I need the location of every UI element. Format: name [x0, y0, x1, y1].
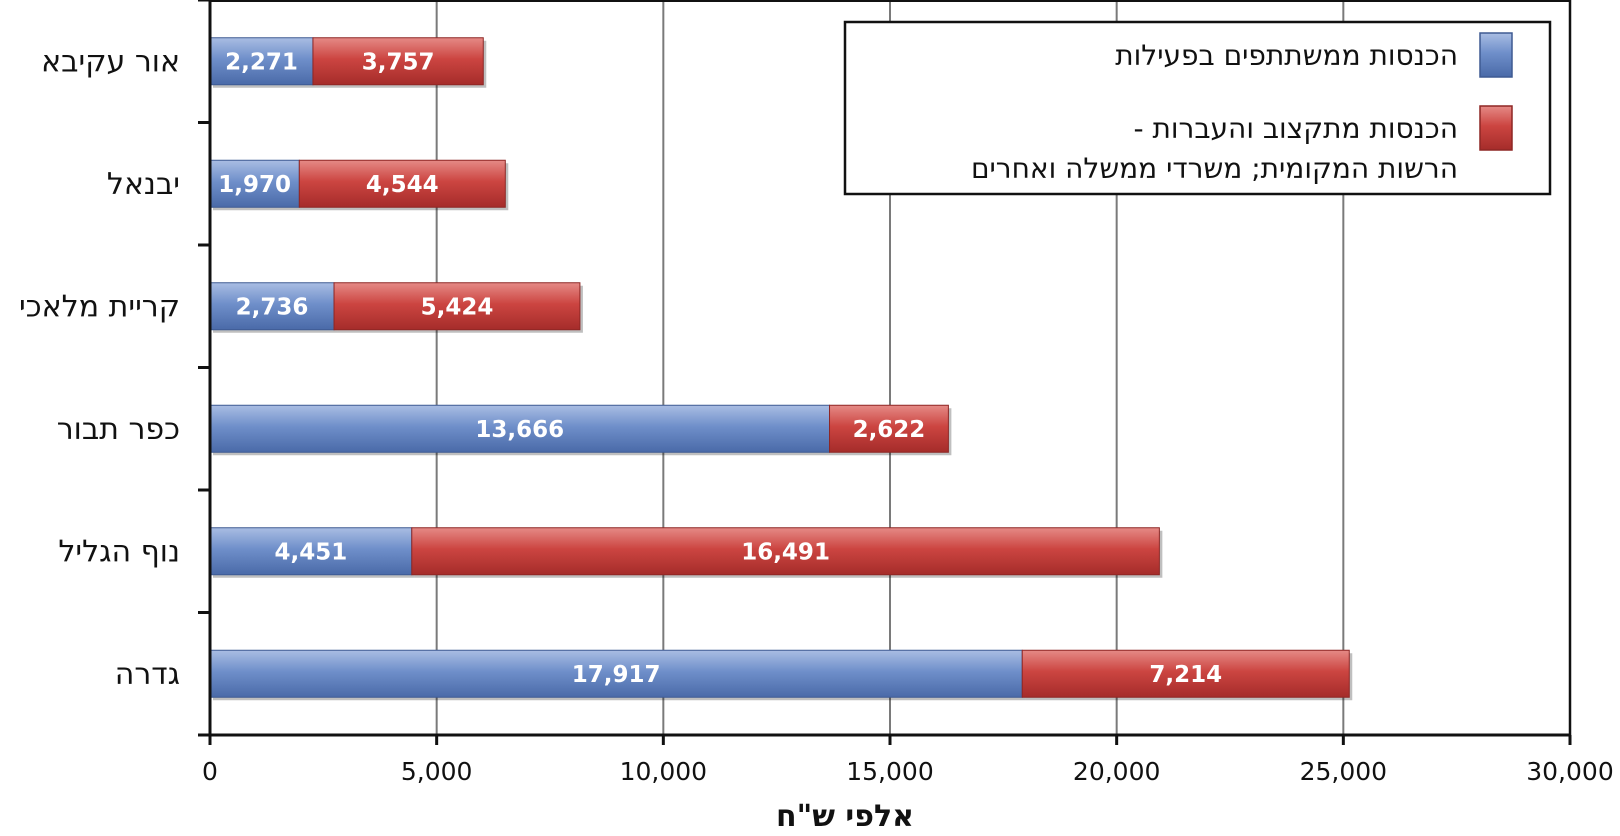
category-label: גדרה	[115, 657, 180, 692]
bar-segment	[1021, 649, 1350, 698]
bar-value-label: 2,271	[225, 49, 298, 75]
x-tick-label: 5,000	[401, 757, 473, 786]
legend-label: הכנסות מתקצוב והעברות -	[1133, 112, 1458, 145]
category-label: אור עקיבא	[41, 44, 180, 79]
x-tick-label: 15,000	[846, 757, 933, 786]
bar-segment	[312, 37, 484, 86]
bar-segment	[209, 649, 1023, 698]
legend-box	[843, 20, 1552, 196]
legend-label: הרשות המקומית; משרדי ממשלה ואחרים	[971, 152, 1458, 185]
category-label: קריית מלאכי	[19, 289, 180, 324]
category-label: יבנאל	[107, 167, 180, 202]
bar-value-label: 17,917	[572, 662, 661, 688]
legend-swatch-blue	[1479, 32, 1513, 78]
legend-swatch-red	[1479, 105, 1513, 151]
bar-segment	[298, 159, 506, 208]
bar-value-label: 7,214	[1149, 662, 1222, 688]
axes	[198, 0, 1572, 745]
labels: 2,271 3,757 אור עקיבא 1,970 4,544 יבנאל 2,736 5…	[19, 44, 1614, 834]
category-label: כפר תבור	[57, 412, 180, 447]
bar-value-label: 13,666	[475, 417, 564, 443]
x-tick-label: 20,000	[1073, 757, 1160, 786]
bar-segment	[829, 404, 949, 453]
bar-segment	[209, 527, 413, 576]
bar-segment	[209, 282, 335, 331]
bar-value-label: 5,424	[421, 294, 494, 320]
bar-value-label: 4,451	[275, 539, 348, 565]
bar-value-label: 2,622	[853, 417, 926, 443]
x-tick-label: 10,000	[620, 757, 707, 786]
x-tick-label: 25,000	[1300, 757, 1387, 786]
bar-segment	[333, 282, 581, 331]
x-axis-title: אלפי ש"ח	[776, 799, 914, 834]
x-tick-label: 30,000	[1526, 757, 1613, 786]
bar-value-label: 2,736	[236, 294, 309, 320]
legend: הכנסות ממשתתפים בפעילות הכנסות מתקצוב והע…	[843, 20, 1552, 196]
x-tick-label: 0	[202, 757, 218, 786]
category-label: נוף הגליל	[58, 534, 180, 569]
bar-value-label: 16,491	[741, 539, 830, 565]
bar-value-label: 3,757	[362, 49, 435, 75]
bars	[209, 37, 1353, 701]
bar-value-label: 1,970	[218, 172, 291, 198]
bar-value-label: 4,544	[366, 172, 439, 198]
legend-label: הכנסות ממשתתפים בפעילות	[1115, 39, 1458, 72]
bar-segment	[411, 527, 1160, 576]
bar-segment	[209, 159, 300, 208]
